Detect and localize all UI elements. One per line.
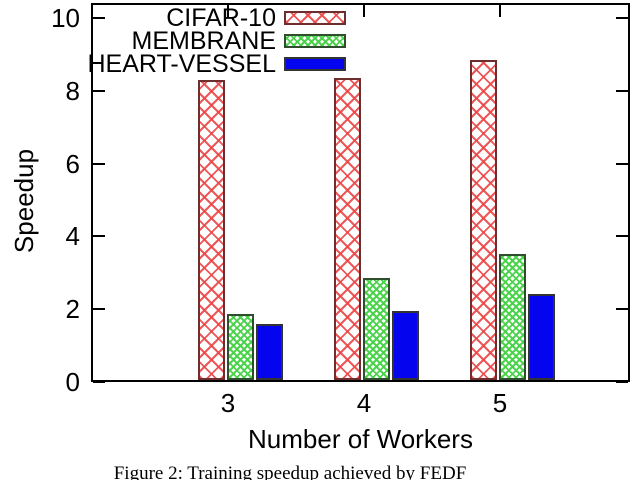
- y-tick-label: 6: [65, 148, 80, 179]
- y-tick-label: 8: [65, 75, 80, 106]
- y-tick-mark: [93, 235, 105, 238]
- legend-label: MEMBRANE: [131, 27, 276, 55]
- legend-row: CIFAR-10: [166, 5, 346, 31]
- y-tick-label: 4: [65, 221, 80, 252]
- y-tick-label: 2: [65, 294, 80, 325]
- x-tick-label: 3: [220, 388, 236, 418]
- y-tick-mark-right: [616, 308, 628, 311]
- y-tick-mark-right: [616, 235, 628, 238]
- bar-heart-vessel-workers-3: [256, 324, 283, 380]
- bar-cifar-10-workers-3: [198, 80, 225, 380]
- y-tick-mark-right: [616, 162, 628, 165]
- y-axis-title: Speedup: [9, 148, 39, 254]
- legend-row: MEMBRANE: [132, 28, 346, 54]
- x-tick-mark-top: [363, 5, 365, 17]
- y-tick-mark: [93, 17, 105, 19]
- y-tick-mark-right: [616, 381, 628, 383]
- legend-swatch-heart-vessel: [284, 57, 346, 71]
- legend-label: HEART-VESSEL: [87, 50, 276, 78]
- bar-membrane-workers-4: [363, 278, 390, 380]
- x-tick-mark-top: [227, 5, 229, 17]
- y-tick-mark-right: [616, 89, 628, 92]
- y-tick-mark: [93, 162, 105, 165]
- legend-row: HEART-VESSEL: [87, 51, 346, 77]
- x-tick-label: 4: [356, 388, 372, 418]
- x-axis-title: Number of Workers: [248, 424, 473, 454]
- bar-cifar-10-workers-5: [470, 60, 497, 380]
- legend-swatch-cifar-10: [284, 11, 346, 25]
- y-tick-label: 0: [65, 367, 80, 397]
- legend-swatch-membrane: [284, 34, 346, 48]
- figure-caption: Figure 2: Training speedup achieved by F…: [113, 463, 467, 480]
- x-tick-mark-top: [499, 5, 501, 17]
- y-tick-mark: [93, 89, 105, 92]
- bar-membrane-workers-5: [499, 254, 526, 380]
- legend-label: CIFAR-10: [166, 4, 276, 32]
- y-tick-mark-right: [616, 17, 628, 19]
- bar-cifar-10-workers-4: [334, 78, 361, 380]
- y-tick-label: 10: [51, 3, 80, 33]
- y-tick-mark: [93, 381, 105, 383]
- y-tick-mark: [93, 308, 105, 311]
- bar-heart-vessel-workers-4: [392, 311, 419, 380]
- bar-membrane-workers-3: [227, 314, 254, 380]
- x-tick-label: 5: [492, 388, 508, 418]
- bar-heart-vessel-workers-5: [528, 294, 555, 380]
